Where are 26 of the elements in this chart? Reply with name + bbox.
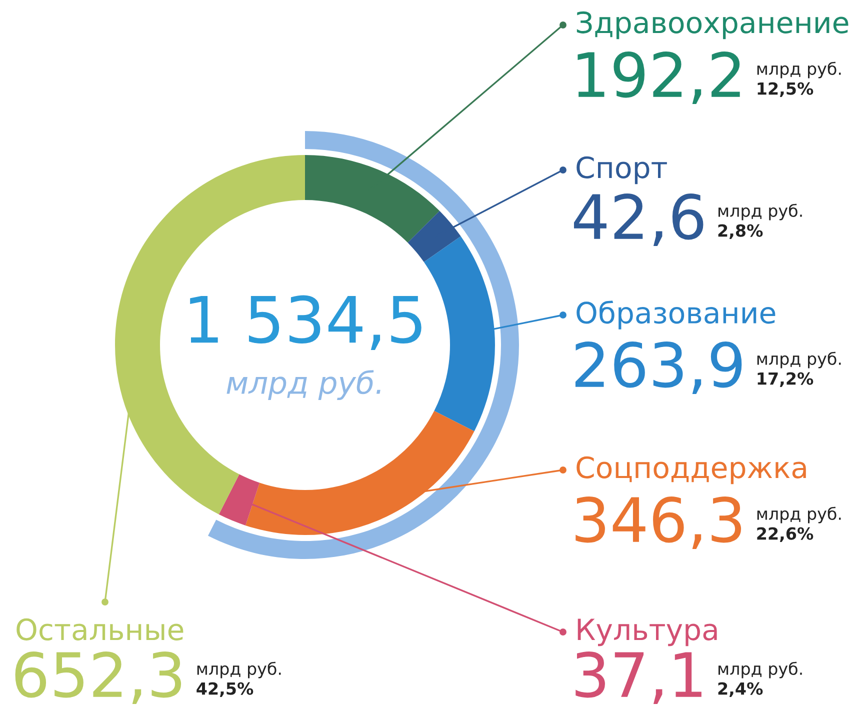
legend-label: Соцподдержка: [576, 456, 806, 484]
text: 12,5%: [758, 82, 814, 97]
data-label: 42,6: [574, 194, 704, 246]
legend-label: Спорт: [576, 156, 667, 184]
legend-label: Здравоохранение: [576, 11, 848, 40]
text: 2,4%: [718, 682, 763, 697]
slice-label: Остальные: [16, 618, 184, 640]
text: 42,5%: [196, 682, 254, 697]
data-label: 652,3: [15, 652, 182, 704]
data-label: 192,2: [578, 52, 740, 104]
text: 2,8%: [718, 224, 763, 239]
text: млрд руб.: [226, 370, 380, 400]
data-label: 263,9: [575, 342, 742, 394]
text: 22,6%: [757, 527, 814, 542]
text: млрд руб.: [718, 662, 802, 678]
text: 17,2%: [758, 372, 814, 387]
text: млрд руб.: [757, 352, 841, 368]
text: млрд руб.: [197, 662, 281, 678]
data-label: 37,1: [576, 652, 702, 704]
legend-label: Культура: [578, 618, 717, 646]
text: млрд руб.: [757, 62, 841, 78]
data-label: 346,3: [576, 496, 742, 549]
text: млрд руб.: [718, 204, 802, 220]
text: млрд руб.: [757, 506, 841, 524]
legend-label: Образование: [576, 300, 776, 330]
text: 1 534,5: [190, 295, 422, 350]
